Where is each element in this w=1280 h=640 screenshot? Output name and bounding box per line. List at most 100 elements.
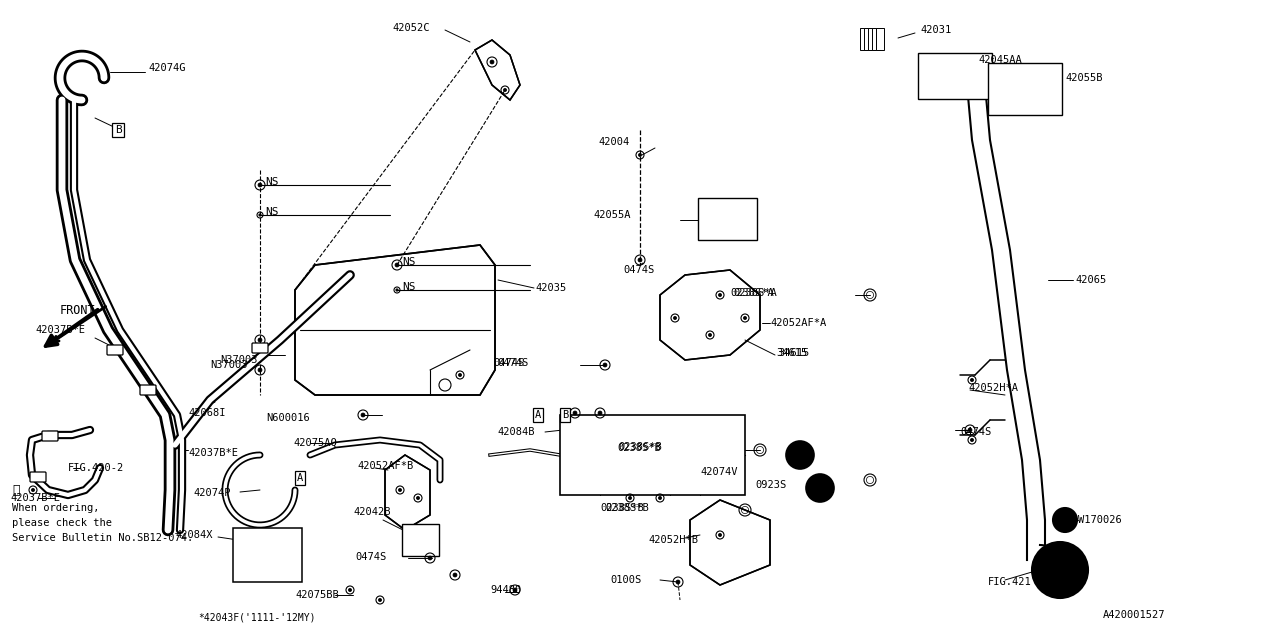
Text: 42052H*B: 42052H*B [648, 535, 698, 545]
FancyBboxPatch shape [988, 63, 1062, 115]
Circle shape [744, 316, 746, 319]
Circle shape [676, 580, 680, 584]
Text: *42043F('1111-'12MY): *42043F('1111-'12MY) [198, 613, 315, 623]
Circle shape [603, 363, 607, 367]
Circle shape [1053, 508, 1076, 532]
Text: B: B [115, 125, 122, 135]
Text: 0238S*B: 0238S*B [618, 442, 662, 452]
Circle shape [379, 598, 381, 602]
FancyBboxPatch shape [29, 472, 46, 482]
Circle shape [348, 588, 352, 591]
Text: NS: NS [265, 177, 279, 187]
Circle shape [503, 88, 507, 92]
Text: 0474S: 0474S [355, 552, 387, 562]
Text: 42045AA: 42045AA [978, 55, 1021, 65]
FancyBboxPatch shape [698, 198, 756, 240]
Text: A: A [297, 473, 303, 483]
Circle shape [416, 497, 420, 500]
Text: 42052H*A: 42052H*A [968, 383, 1018, 393]
Circle shape [396, 263, 399, 267]
Circle shape [718, 293, 722, 296]
Circle shape [259, 338, 262, 342]
Circle shape [673, 316, 677, 319]
Text: 0238S*B: 0238S*B [605, 503, 649, 513]
Text: 0474S: 0474S [497, 358, 529, 368]
Text: 42065: 42065 [1075, 275, 1106, 285]
Text: 42004: 42004 [598, 137, 630, 147]
Circle shape [806, 474, 835, 502]
Circle shape [708, 333, 712, 337]
Circle shape [513, 588, 517, 592]
Polygon shape [475, 40, 520, 100]
Text: FIG.420-2: FIG.420-2 [68, 463, 124, 473]
Text: 42055B: 42055B [1065, 73, 1102, 83]
Text: 42037B*E: 42037B*E [188, 448, 238, 458]
FancyBboxPatch shape [108, 345, 123, 355]
Text: 0238S*B: 0238S*B [600, 503, 644, 513]
Text: 42031: 42031 [920, 25, 951, 35]
Text: 0100S: 0100S [611, 575, 641, 585]
Polygon shape [385, 455, 430, 530]
Text: FRONT: FRONT [60, 303, 96, 317]
Text: 94480: 94480 [490, 585, 521, 595]
Circle shape [718, 533, 722, 536]
Polygon shape [294, 245, 495, 395]
Text: 0474S: 0474S [623, 265, 654, 275]
Text: 0923S: 0923S [755, 480, 786, 490]
FancyBboxPatch shape [252, 343, 268, 353]
Circle shape [453, 573, 457, 577]
Text: 34615: 34615 [778, 348, 809, 358]
Text: 42037B*E: 42037B*E [35, 325, 84, 335]
Text: N600016: N600016 [266, 413, 310, 423]
Text: FIG.421: FIG.421 [988, 577, 1032, 587]
Text: NS: NS [402, 257, 416, 267]
Text: 42035: 42035 [535, 283, 566, 293]
Circle shape [628, 497, 631, 500]
FancyBboxPatch shape [872, 28, 881, 50]
Text: 42052AF*B: 42052AF*B [357, 461, 413, 471]
Circle shape [968, 428, 972, 432]
Circle shape [637, 258, 643, 262]
FancyBboxPatch shape [876, 28, 884, 50]
Circle shape [573, 411, 577, 415]
FancyBboxPatch shape [140, 385, 156, 395]
Circle shape [259, 368, 262, 372]
Text: 0474S: 0474S [960, 427, 991, 437]
Circle shape [970, 438, 974, 442]
Circle shape [797, 452, 803, 458]
Circle shape [428, 556, 433, 560]
Circle shape [1060, 515, 1070, 525]
Text: 42042B: 42042B [353, 507, 390, 517]
Text: ※: ※ [12, 483, 19, 497]
Text: Service Bulletin No.SB12-074.: Service Bulletin No.SB12-074. [12, 533, 193, 543]
Circle shape [786, 441, 814, 469]
FancyBboxPatch shape [561, 415, 745, 495]
Circle shape [361, 413, 365, 417]
Text: 0474S: 0474S [493, 358, 525, 368]
Circle shape [658, 497, 662, 500]
Text: 42074G: 42074G [148, 63, 186, 73]
FancyBboxPatch shape [918, 53, 992, 99]
Circle shape [259, 183, 262, 187]
Text: 0238S*A: 0238S*A [733, 288, 777, 298]
FancyBboxPatch shape [42, 431, 58, 441]
Text: NS: NS [265, 207, 279, 217]
Circle shape [458, 373, 462, 376]
Polygon shape [690, 500, 771, 585]
Text: B: B [562, 410, 568, 420]
Text: 0238S*B: 0238S*B [617, 443, 660, 453]
Text: When ordering,: When ordering, [12, 503, 100, 513]
Text: N37003: N37003 [210, 360, 247, 370]
Circle shape [259, 214, 261, 216]
Text: 42074P: 42074P [193, 488, 230, 498]
Polygon shape [660, 270, 760, 360]
Text: A420001527: A420001527 [1102, 610, 1165, 620]
FancyBboxPatch shape [864, 28, 872, 50]
Text: 42084X: 42084X [175, 530, 212, 540]
Text: 42075BB: 42075BB [294, 590, 339, 600]
Circle shape [490, 60, 494, 64]
Text: please check the: please check the [12, 518, 113, 528]
Text: 42037B*E: 42037B*E [10, 493, 60, 503]
Circle shape [398, 488, 402, 492]
Text: 42084B: 42084B [497, 427, 535, 437]
